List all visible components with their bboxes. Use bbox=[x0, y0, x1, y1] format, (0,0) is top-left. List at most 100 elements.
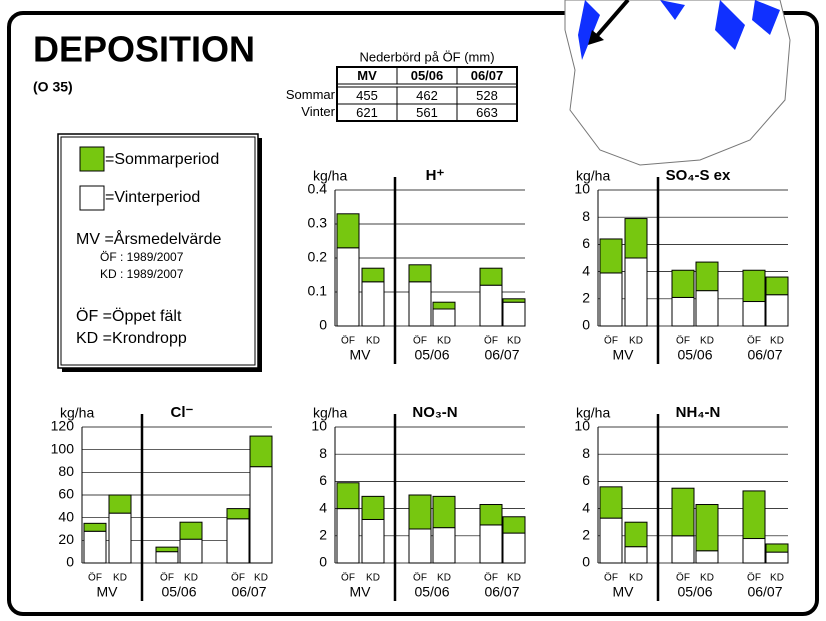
x-tick-label: KD bbox=[770, 573, 784, 584]
bar-segment bbox=[671, 535, 695, 564]
y-tick-label: 8 bbox=[582, 208, 590, 224]
bar-segment bbox=[179, 538, 203, 564]
table-value: 663 bbox=[476, 105, 498, 120]
group-label: 05/06 bbox=[677, 584, 712, 600]
bar-segment bbox=[695, 550, 719, 564]
bar-segment bbox=[502, 516, 526, 534]
y-axis-label: kg/ha bbox=[60, 405, 94, 421]
bar-segment bbox=[695, 290, 719, 327]
bar-segment bbox=[624, 257, 648, 327]
y-tick-label: 6 bbox=[582, 235, 590, 251]
y-tick-label: 2 bbox=[319, 527, 327, 543]
bar-segment bbox=[226, 518, 250, 564]
y-tick-label: 40 bbox=[58, 508, 74, 524]
legend-label: ÖF =Öppet fält bbox=[76, 307, 182, 325]
bar-segment bbox=[695, 504, 719, 552]
y-tick-label: 0.3 bbox=[308, 215, 328, 231]
group-label: 05/06 bbox=[161, 584, 196, 600]
y-tick-label: 0 bbox=[319, 554, 327, 570]
group-label: 05/06 bbox=[414, 347, 449, 363]
x-tick-label: ÖF bbox=[747, 335, 761, 347]
y-tick-label: 8 bbox=[582, 445, 590, 461]
x-tick-label: ÖF bbox=[484, 335, 498, 347]
table-header: 05/06 bbox=[411, 68, 444, 83]
table-value: 561 bbox=[416, 105, 438, 120]
y-tick-label: 10 bbox=[574, 418, 590, 434]
table-value: 455 bbox=[356, 88, 378, 103]
bar-segment bbox=[624, 546, 648, 564]
bar-segment bbox=[599, 486, 623, 519]
y-axis-label: kg/ha bbox=[313, 168, 347, 184]
table-title: Nederbörd på ÖF (mm) bbox=[359, 49, 494, 64]
bar-segment bbox=[432, 301, 456, 310]
y-tick-label: 4 bbox=[582, 499, 590, 515]
bar-segment bbox=[83, 522, 107, 532]
legend-swatch bbox=[79, 146, 105, 172]
y-tick-label: 20 bbox=[58, 531, 74, 547]
lake bbox=[660, 0, 685, 20]
group-label: 06/07 bbox=[484, 584, 519, 600]
bar-segment bbox=[671, 487, 695, 537]
group-label: MV bbox=[613, 347, 635, 363]
bar-segment bbox=[408, 264, 432, 283]
legend-swatch bbox=[79, 185, 105, 211]
x-tick-label: ÖF bbox=[341, 572, 355, 584]
legend-label: KD =Krondropp bbox=[76, 330, 187, 347]
map bbox=[564, 0, 791, 166]
group-label: MV bbox=[97, 584, 119, 600]
bar-segment bbox=[502, 298, 526, 303]
group-label: 06/07 bbox=[747, 347, 782, 363]
bar-segment bbox=[408, 281, 432, 327]
bar-segment bbox=[432, 308, 456, 327]
page-subtitle: (O 35) bbox=[33, 79, 73, 95]
bar-segment bbox=[336, 213, 360, 249]
y-axis-label: kg/ha bbox=[576, 405, 610, 421]
x-tick-label: KD bbox=[366, 336, 380, 347]
x-tick-label: ÖF bbox=[604, 572, 618, 584]
group-label: 06/07 bbox=[484, 347, 519, 363]
x-tick-label: KD bbox=[770, 336, 784, 347]
legend-label: ÖF : 1989/2007 bbox=[100, 250, 184, 264]
bar-segment bbox=[361, 495, 385, 520]
bar-segment bbox=[432, 495, 456, 529]
bar-segment bbox=[765, 276, 789, 296]
bar-segment bbox=[624, 521, 648, 548]
bar-segment bbox=[502, 301, 526, 327]
bar-segment bbox=[408, 494, 432, 530]
table-value: 528 bbox=[476, 88, 498, 103]
x-tick-label: KD bbox=[700, 336, 714, 347]
bar-segment bbox=[155, 551, 179, 564]
y-tick-label: 80 bbox=[58, 463, 74, 479]
bar-segment bbox=[742, 490, 766, 540]
y-tick-label: 0 bbox=[582, 317, 590, 333]
group-label: 06/07 bbox=[231, 584, 266, 600]
y-tick-label: 60 bbox=[58, 486, 74, 502]
bar-segment bbox=[336, 247, 360, 327]
legend-label: MV =Årsmedelvärde bbox=[76, 229, 221, 248]
arrow-head bbox=[588, 30, 604, 45]
x-tick-label: ÖF bbox=[676, 572, 690, 584]
y-tick-label: 120 bbox=[51, 418, 75, 434]
legend-label: =Sommarperiod bbox=[105, 151, 219, 168]
bar-segment bbox=[179, 521, 203, 540]
y-tick-label: 10 bbox=[574, 181, 590, 197]
frame bbox=[7, 11, 819, 616]
table-header: MV bbox=[357, 68, 377, 83]
bar-segment bbox=[695, 261, 719, 292]
group-label: 06/07 bbox=[747, 584, 782, 600]
y-tick-label: 10 bbox=[311, 418, 327, 434]
y-tick-label: 4 bbox=[582, 262, 590, 278]
chart-title: NH₄-N bbox=[676, 404, 721, 421]
bar-segment bbox=[361, 281, 385, 327]
group-label: 05/06 bbox=[677, 347, 712, 363]
y-tick-label: 0.1 bbox=[308, 283, 328, 299]
y-tick-label: 0 bbox=[582, 554, 590, 570]
bar-segment bbox=[742, 301, 766, 327]
y-tick-label: 0.4 bbox=[308, 181, 328, 197]
y-tick-label: 6 bbox=[582, 472, 590, 488]
chart-title: H⁺ bbox=[426, 167, 445, 184]
y-tick-label: 100 bbox=[51, 440, 75, 456]
x-tick-label: KD bbox=[184, 573, 198, 584]
legend-box bbox=[57, 133, 259, 369]
